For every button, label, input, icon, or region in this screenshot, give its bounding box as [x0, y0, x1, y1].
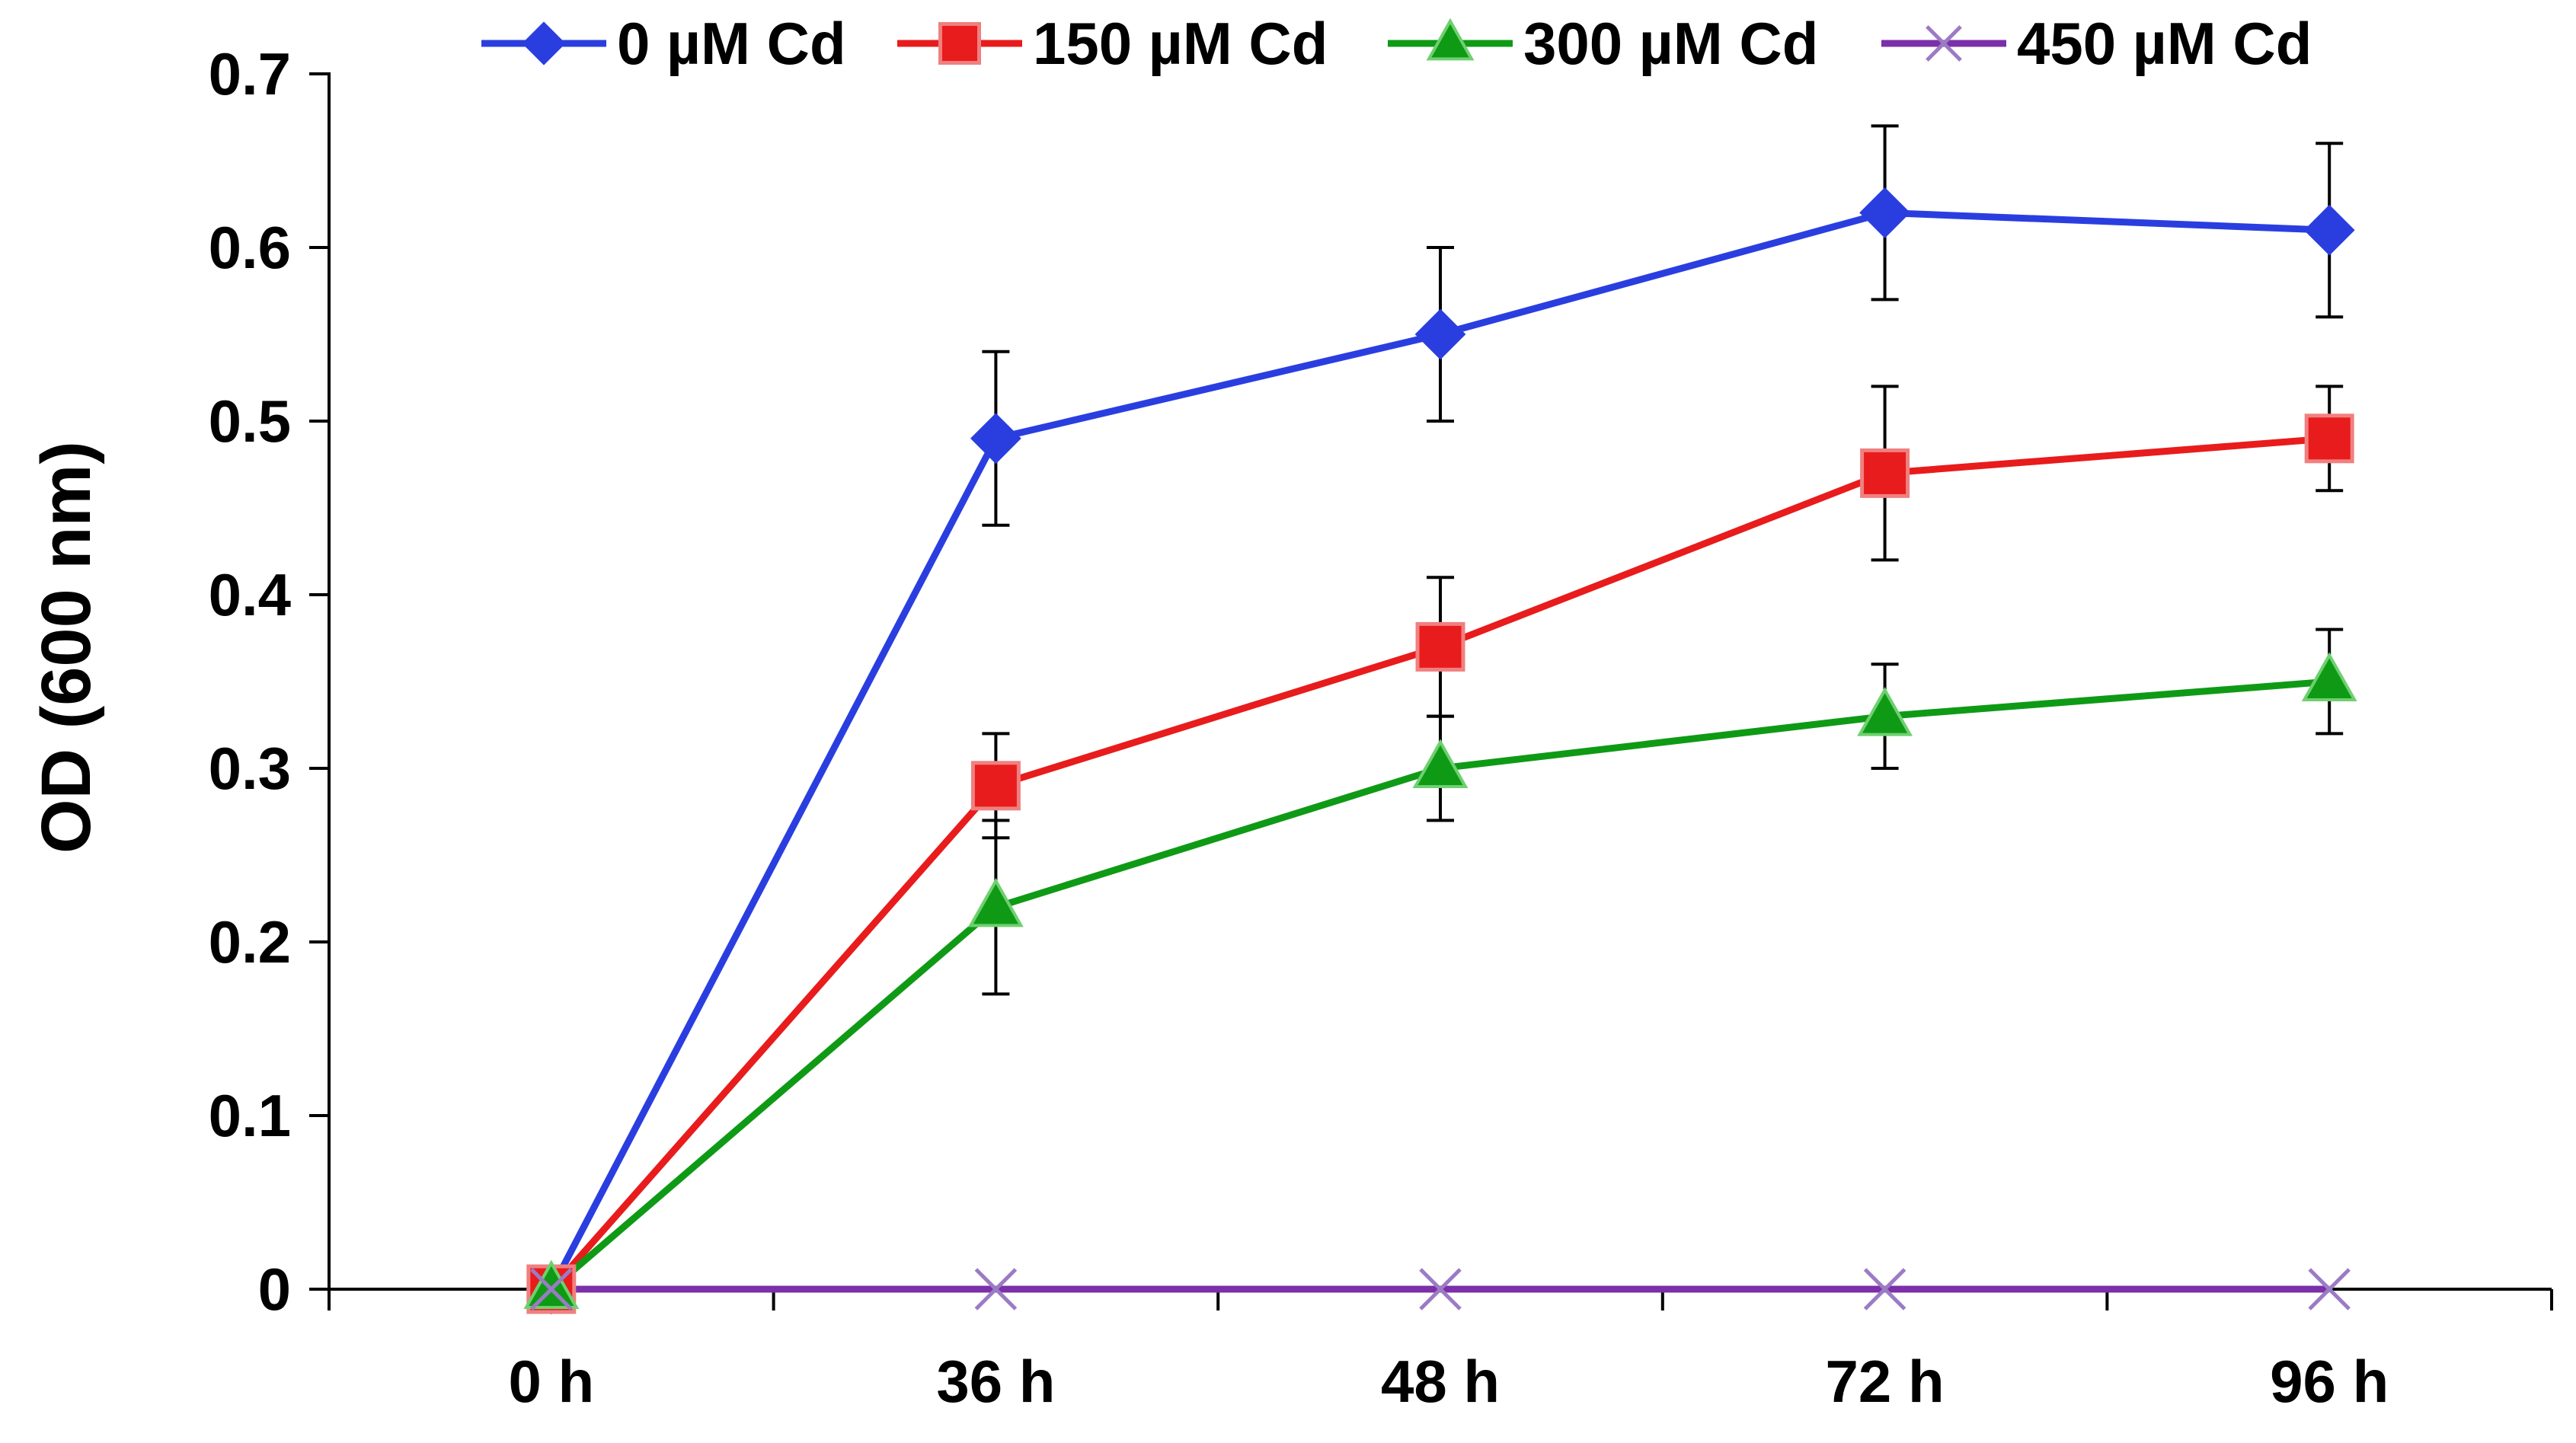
marker-x-stroke	[2308, 1268, 2351, 1311]
series-2-point	[1860, 448, 1910, 498]
y-tick-label: 0.3	[209, 735, 291, 802]
series-3-point	[523, 1259, 580, 1309]
legend: 0 µM Cd 150 µM Cd 300 µM Cd 450 µM Cd	[481, 10, 2312, 77]
series-4-point	[1863, 1268, 1906, 1311]
series-1-point	[2303, 204, 2355, 256]
legend-item-2-label: 150 µM Cd	[1033, 10, 1328, 77]
legend-item-2: 150 µM Cd	[897, 10, 1328, 77]
series-2-point	[1415, 621, 1465, 672]
series-4-point	[974, 1268, 1018, 1311]
series-4-point	[1419, 1268, 1462, 1311]
x-tick-label: 72 h	[1826, 1348, 1945, 1415]
y-tick-label: 0	[258, 1256, 291, 1323]
marker-x-stroke	[974, 1268, 1018, 1311]
y-tick-label: 0.1	[209, 1082, 291, 1149]
marker-x-stroke	[1419, 1268, 1462, 1311]
marker-x-stroke	[1926, 25, 1962, 62]
legend-item-3-marker	[1426, 18, 1475, 61]
x-tick-label: 0 h	[508, 1348, 594, 1415]
series-2-point	[2304, 413, 2354, 464]
legend-item-4-label: 450 µM Cd	[2017, 10, 2312, 77]
legend-item-3-label: 300 µM Cd	[1523, 10, 1818, 77]
y-tick-label: 0.6	[209, 214, 291, 281]
series-4-point	[2308, 1268, 2351, 1311]
legend-item-1-label: 0 µM Cd	[617, 10, 846, 77]
x-tick-label: 48 h	[1381, 1348, 1500, 1415]
series-3-point	[967, 877, 1024, 927]
y-axis-title: OD (600 nm)	[27, 441, 105, 854]
legend-item-1-marker	[522, 21, 566, 65]
series-1-point	[1859, 187, 1911, 238]
marker-x-stroke	[530, 1268, 573, 1311]
legend-item-4-marker	[1926, 25, 1962, 62]
series-4-point	[530, 1268, 573, 1311]
series-3-point	[2301, 652, 2357, 701]
series-1-point	[1414, 308, 1466, 360]
y-tick-label: 0.2	[209, 908, 291, 975]
legend-item-1: 0 µM Cd	[481, 10, 846, 77]
y-tick-label: 0.7	[209, 40, 291, 107]
axes: 0 0.1 0.2 0.3 0.4 0.5 0.6 0.7 0 h 36 h 48 h 72 h 96 …	[209, 40, 2553, 1415]
series-3-point	[1857, 687, 1913, 736]
legend-item-4: 450 µM Cd	[1881, 10, 2312, 77]
y-tick-label: 0.4	[209, 561, 291, 628]
legend-item-3: 300 µM Cd	[1388, 10, 1818, 77]
series-2-point	[970, 761, 1021, 811]
marker-x-stroke	[1863, 1268, 1906, 1311]
series-markers	[523, 187, 2357, 1315]
legend-item-2-marker	[938, 22, 981, 65]
y-tick-label: 0.5	[209, 388, 291, 455]
series-2-line	[548, 435, 2330, 1291]
series-3-point	[1412, 739, 1469, 788]
x-tick-label: 36 h	[936, 1348, 1055, 1415]
series-1-point	[970, 413, 1021, 465]
x-tick-label: 96 h	[2270, 1348, 2389, 1415]
